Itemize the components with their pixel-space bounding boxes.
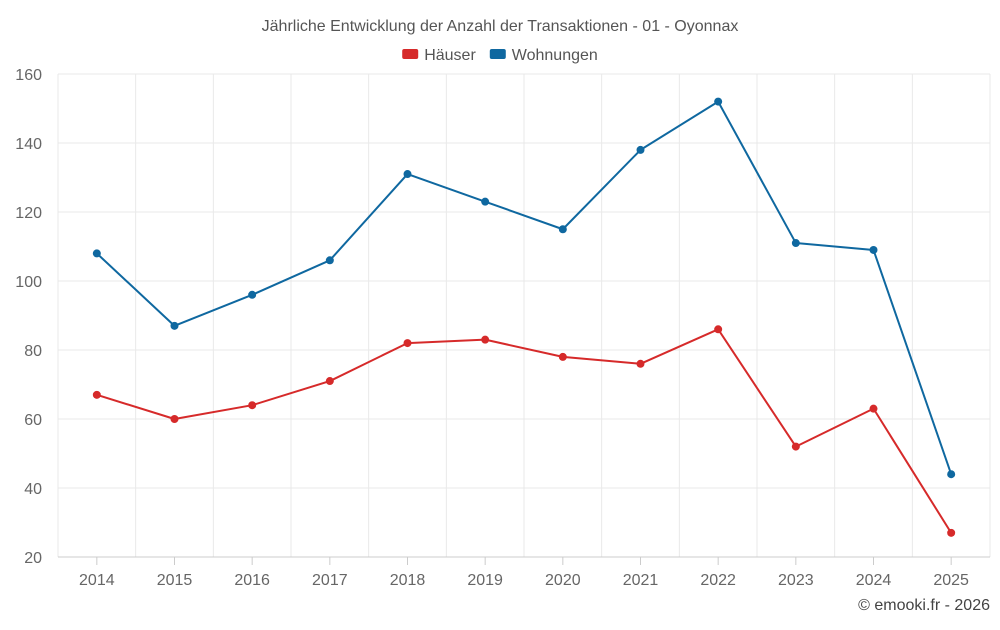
x-tick-label: 2022 (700, 572, 736, 589)
data-point[interactable] (403, 170, 412, 179)
data-point[interactable] (170, 321, 179, 330)
credit-text: © emooki.fr - 2026 (858, 597, 990, 614)
legend-label: Häuser (424, 47, 476, 64)
data-point[interactable] (947, 470, 956, 479)
data-point[interactable] (92, 390, 101, 399)
x-tick-label: 2019 (467, 572, 503, 589)
x-tick-label: 2024 (856, 572, 892, 589)
chart-title: Jährliche Entwicklung der Anzahl der Tra… (262, 18, 739, 35)
data-point[interactable] (481, 335, 490, 344)
y-tick-label: 140 (15, 136, 42, 153)
data-point[interactable] (947, 528, 956, 537)
x-tick-label: 2018 (390, 572, 426, 589)
data-point[interactable] (714, 97, 723, 106)
x-tick-label: 2016 (234, 572, 270, 589)
y-tick-label: 40 (24, 481, 42, 498)
data-point[interactable] (403, 339, 412, 348)
data-point[interactable] (636, 145, 645, 154)
legend-swatch (489, 49, 506, 59)
data-point[interactable] (714, 325, 723, 334)
x-tick-label: 2025 (933, 572, 969, 589)
y-tick-label: 120 (15, 205, 42, 222)
x-tick-label: 2023 (778, 572, 814, 589)
data-point[interactable] (170, 415, 179, 423)
x-axis-ticks: 2014 2015 2016 2017 2018 2019 2020 2021 2022 2023… (79, 557, 969, 589)
x-tick-label: 2021 (623, 572, 659, 589)
data-point[interactable] (558, 352, 567, 361)
legend: Häuser Wohnungen (402, 47, 598, 64)
data-point[interactable] (869, 245, 878, 254)
data-point[interactable] (791, 239, 800, 248)
legend-label: Wohnungen (512, 47, 598, 64)
x-tick-label: 2017 (312, 572, 348, 589)
data-point[interactable] (92, 249, 101, 258)
x-tick-label: 2015 (157, 572, 193, 589)
data-point[interactable] (325, 256, 334, 265)
legend-swatch (402, 49, 419, 59)
data-point[interactable] (325, 377, 334, 386)
series-2 (92, 97, 956, 479)
y-tick-label: 100 (15, 274, 42, 291)
series-line (96, 328, 953, 534)
data-point[interactable] (248, 401, 257, 410)
data-point[interactable] (791, 442, 800, 451)
grid (57, 73, 991, 558)
series-line (96, 100, 953, 475)
series-group (92, 97, 956, 537)
legend-item[interactable]: Häuser (402, 47, 476, 64)
x-tick-label: 2020 (545, 572, 581, 589)
data-point[interactable] (481, 197, 490, 206)
x-tick-label: 2014 (79, 572, 115, 589)
y-tick-label: 80 (24, 343, 42, 360)
data-point[interactable] (248, 290, 257, 299)
legend-item[interactable]: Wohnungen (489, 47, 598, 64)
y-tick-label: 160 (15, 67, 42, 84)
data-point[interactable] (636, 359, 645, 368)
y-tick-label: 20 (24, 550, 42, 567)
data-point[interactable] (869, 404, 878, 413)
y-axis-ticks: 20 40 60 80 100 120 140 160 (15, 67, 42, 567)
series-1 (92, 325, 956, 537)
y-tick-label: 60 (24, 412, 42, 429)
data-point[interactable] (558, 225, 567, 234)
